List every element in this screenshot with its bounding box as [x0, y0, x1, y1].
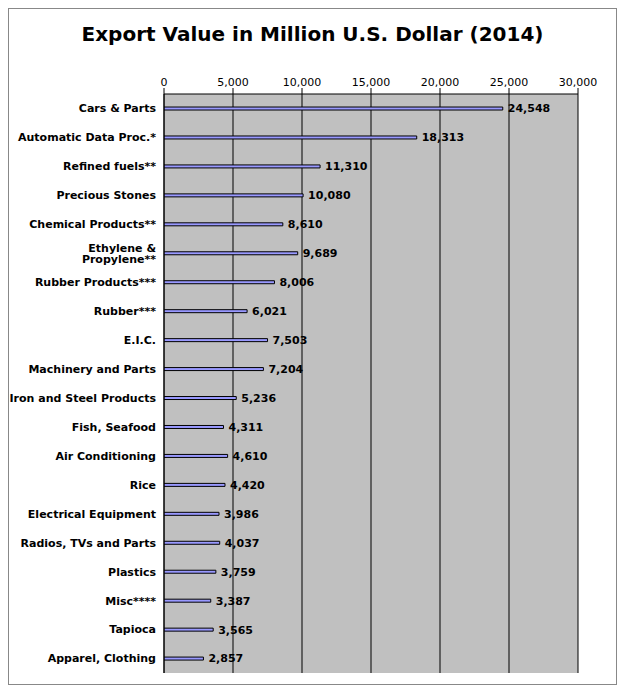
svg-text:4,420: 4,420	[230, 479, 265, 492]
svg-text:3,759: 3,759	[221, 566, 256, 579]
svg-text:10,080: 10,080	[308, 189, 351, 202]
svg-text:3,986: 3,986	[224, 508, 259, 521]
svg-text:11,310: 11,310	[325, 160, 368, 173]
svg-text:4,311: 4,311	[228, 421, 263, 434]
svg-text:Rubber Products***: Rubber Products***	[35, 276, 156, 289]
svg-text:Misc****: Misc****	[105, 595, 156, 608]
svg-text:4,037: 4,037	[225, 537, 260, 550]
svg-text:10,000: 10,000	[283, 76, 322, 89]
svg-text:24,548: 24,548	[508, 102, 550, 115]
svg-text:25,000: 25,000	[490, 76, 529, 89]
svg-text:Plastics: Plastics	[108, 566, 156, 579]
svg-text:30,000: 30,000	[559, 76, 598, 89]
svg-text:Rubber***: Rubber***	[94, 305, 156, 318]
svg-text:3,387: 3,387	[216, 595, 251, 608]
svg-text:Apparel, Clothing: Apparel, Clothing	[48, 652, 156, 665]
svg-text:5,236: 5,236	[241, 392, 276, 405]
svg-text:18,313: 18,313	[422, 131, 464, 144]
svg-text:5,000: 5,000	[217, 76, 249, 89]
svg-text:Cars & Parts: Cars & Parts	[79, 102, 157, 115]
svg-text:20,000: 20,000	[421, 76, 460, 89]
svg-text:8,006: 8,006	[279, 276, 314, 289]
svg-text:9,689: 9,689	[303, 247, 338, 260]
svg-text:6,021: 6,021	[252, 305, 287, 318]
svg-text:3,565: 3,565	[218, 624, 253, 637]
html-text:Export Value in Million U.S. D: Export Value in Million U.S. Dollar (201…	[81, 22, 544, 46]
svg-text:E.I.C.: E.I.C.	[124, 334, 156, 347]
svg-text:Fish, Seafood: Fish, Seafood	[72, 421, 156, 434]
svg-text:Chemical Products**: Chemical Products**	[29, 218, 156, 231]
svg-text:Tapioca: Tapioca	[109, 623, 156, 636]
svg-text:Air Conditioning: Air Conditioning	[55, 450, 156, 463]
svg-text:Automatic Data Proc.*: Automatic Data Proc.*	[18, 131, 156, 144]
svg-text:Precious Stones: Precious Stones	[56, 189, 156, 202]
svg-text:Machinery and Parts: Machinery and Parts	[28, 363, 156, 376]
svg-text:15,000: 15,000	[352, 76, 391, 89]
svg-text:Ethylene &Propylene**: Ethylene &Propylene**	[82, 242, 157, 266]
svg-text:8,610: 8,610	[288, 218, 323, 231]
svg-text:7,204: 7,204	[268, 363, 303, 376]
svg-text:Radios, TVs and Parts: Radios, TVs and Parts	[21, 537, 157, 550]
svg-text:2,857: 2,857	[208, 652, 243, 665]
svg-text:Electrical Equipment: Electrical Equipment	[28, 508, 156, 521]
svg-text:7,503: 7,503	[273, 334, 308, 347]
svg-text:Rice: Rice	[130, 479, 156, 492]
svg-text:4,610: 4,610	[233, 450, 268, 463]
svg-text:Iron and Steel Products: Iron and Steel Products	[10, 392, 157, 405]
svg-text:0: 0	[161, 76, 168, 89]
svg-text:Refined fuels**: Refined fuels**	[63, 160, 156, 173]
